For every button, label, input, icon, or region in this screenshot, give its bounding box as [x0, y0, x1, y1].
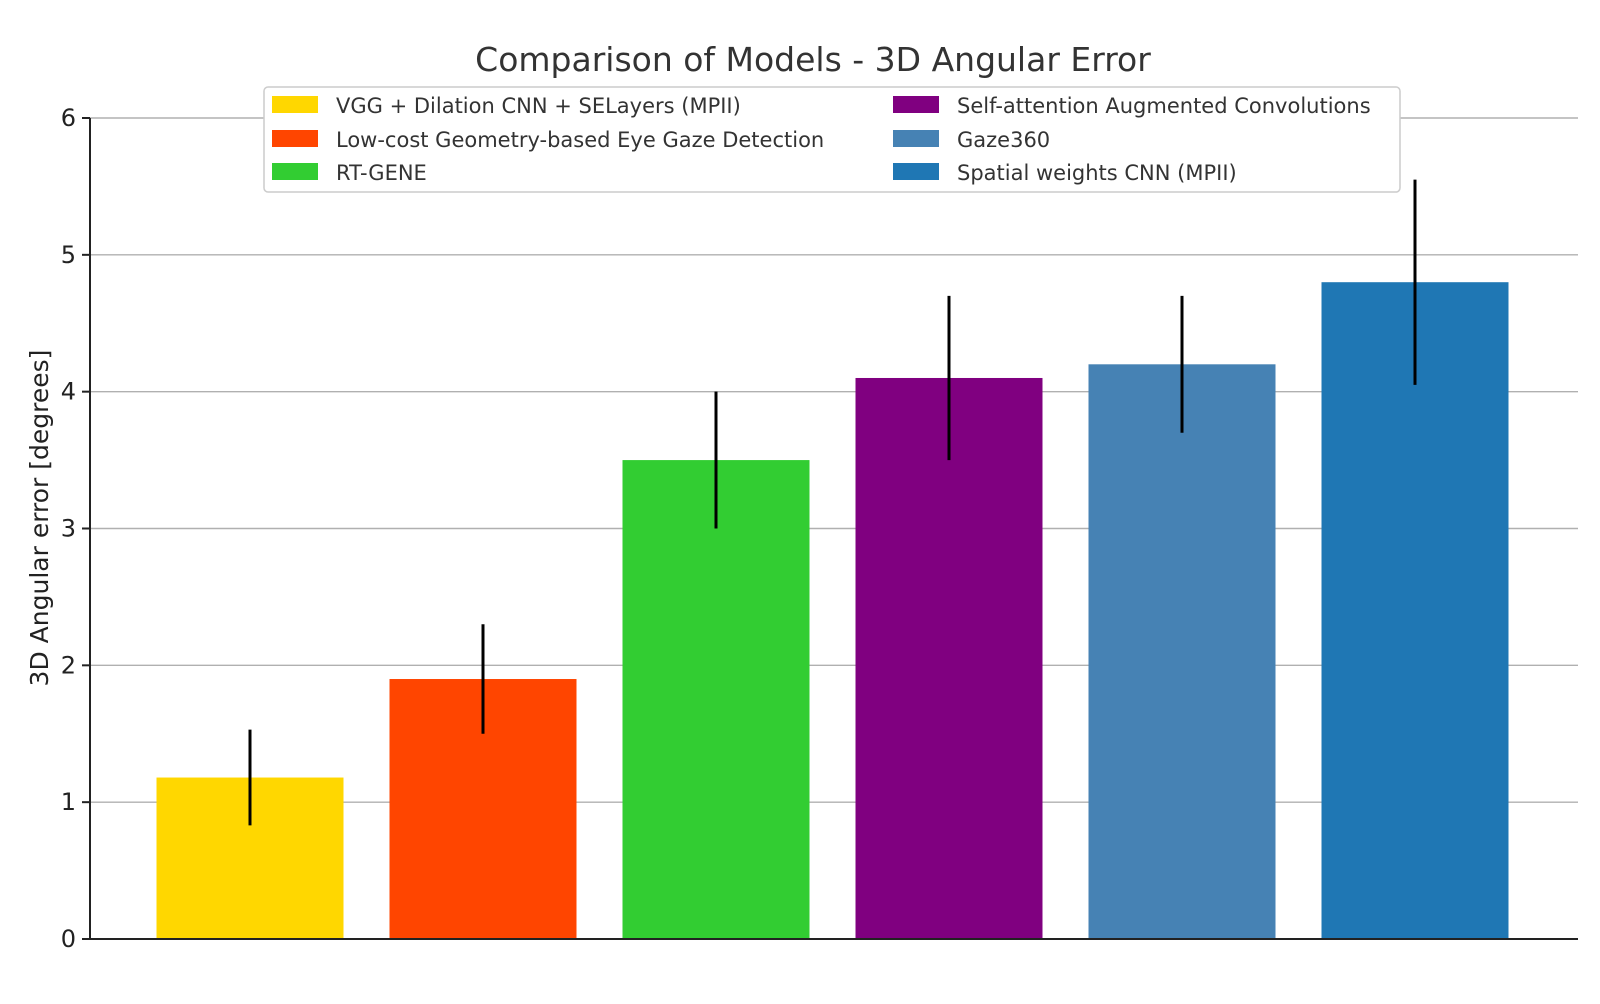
legend-frame [263, 86, 1401, 193]
y-tick-label: 1 [61, 788, 76, 816]
legend-swatch [272, 96, 318, 113]
error-bars [248, 179, 1417, 826]
chart-title: Comparison of Models - 3D Angular Error [475, 40, 1151, 79]
bar [622, 460, 810, 939]
y-tick-label: 6 [61, 104, 76, 132]
bars [156, 282, 1509, 939]
y-tick-label: 4 [61, 378, 76, 406]
legend-label: RT-GENE [336, 161, 427, 185]
legend: VGG + Dilation CNN + SELayers (MPII) Low-… [263, 86, 1401, 193]
legend-swatch [893, 130, 939, 147]
bar [855, 377, 1043, 939]
legend-swatch [272, 163, 318, 180]
legend-label: Low-cost Geometry-based Eye Gaze Detecti… [336, 128, 824, 152]
legend-label: Gaze360 [957, 128, 1050, 152]
bar [1088, 364, 1276, 939]
legend-swatch [272, 130, 318, 147]
legend-swatch [893, 96, 939, 113]
y-tick-label: 3 [61, 515, 76, 543]
y-tick-label: 0 [61, 925, 76, 953]
y-tick-label: 5 [61, 241, 76, 269]
y-axis-label: 3D Angular error [degrees] [25, 350, 54, 687]
legend-swatch [893, 163, 939, 180]
y-ticks: 0 1 2 3 4 5 6 [61, 104, 90, 953]
legend-label: VGG + Dilation CNN + SELayers (MPII) [336, 94, 741, 118]
legend-label: Spatial weights CNN (MPII) [957, 161, 1237, 185]
bar [1321, 282, 1509, 939]
legend-label: Self-attention Augmented Convolutions [957, 94, 1371, 118]
y-tick-label: 2 [61, 651, 76, 679]
